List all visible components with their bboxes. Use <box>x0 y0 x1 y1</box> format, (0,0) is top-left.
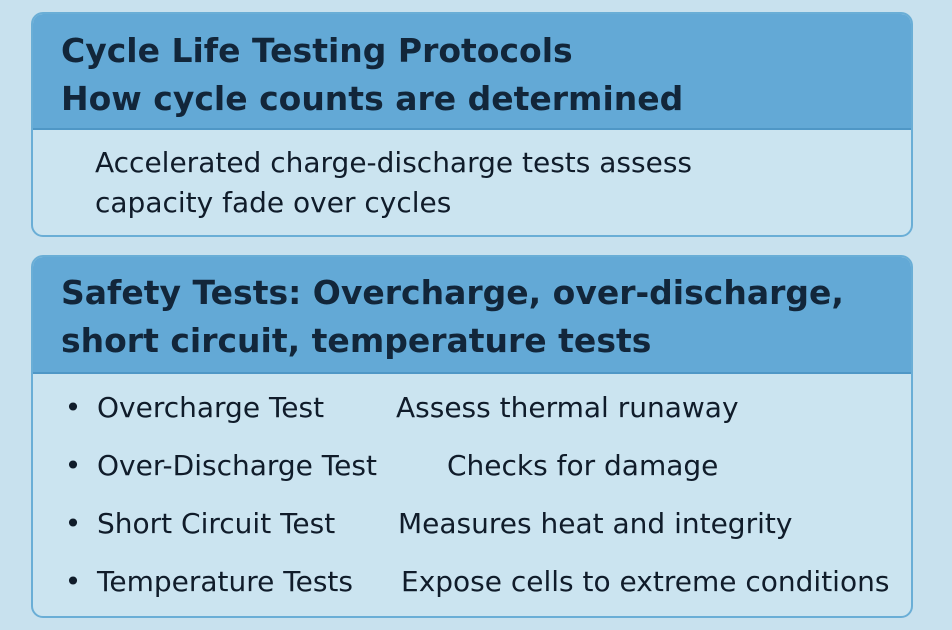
test-name: Short Circuit Test <box>97 507 336 540</box>
cycle-life-title: Cycle Life Testing Protocols <box>61 31 573 70</box>
test-description: Checks for damage <box>447 449 719 482</box>
test-name: Temperature Tests <box>97 565 353 598</box>
bullet-icon: • <box>64 391 82 424</box>
cycle-life-card: Cycle Life Testing Protocols How cycle c… <box>31 12 913 237</box>
list-item: • Temperature Tests Expose cells to extr… <box>63 562 911 616</box>
test-description: Expose cells to extreme conditions <box>401 565 890 598</box>
bullet-icon: • <box>64 507 82 540</box>
list-item: • Over-Discharge Test Checks for damage <box>63 446 911 504</box>
cycle-life-description: Accelerated charge-discharge tests asses… <box>33 130 911 223</box>
safety-tests-list: • Overcharge Test Assess thermal runaway… <box>33 374 911 616</box>
safety-tests-card: Safety Tests: Overcharge, over-discharge… <box>31 255 913 618</box>
test-description: Assess thermal runaway <box>396 391 739 424</box>
safety-tests-title-continued: short circuit, temperature tests <box>61 321 652 360</box>
safety-tests-title: Safety Tests: Overcharge, over-discharge… <box>61 273 844 312</box>
list-item: • Overcharge Test Assess thermal runaway <box>63 388 911 446</box>
test-name: Overcharge Test <box>97 391 325 424</box>
cycle-life-description-line: Accelerated charge-discharge tests asses… <box>95 146 693 179</box>
cycle-life-description-line: capacity fade over cycles <box>95 186 452 219</box>
bullet-icon: • <box>64 449 82 482</box>
safety-tests-card-header: Safety Tests: Overcharge, over-discharge… <box>33 257 911 374</box>
bullet-icon: • <box>64 565 82 598</box>
test-name: Over-Discharge Test <box>97 449 377 482</box>
list-item: • Short Circuit Test Measures heat and i… <box>63 504 911 562</box>
test-description: Measures heat and integrity <box>398 507 793 540</box>
cycle-life-subtitle: How cycle counts are determined <box>61 79 684 118</box>
cycle-life-card-header: Cycle Life Testing Protocols How cycle c… <box>33 14 911 130</box>
